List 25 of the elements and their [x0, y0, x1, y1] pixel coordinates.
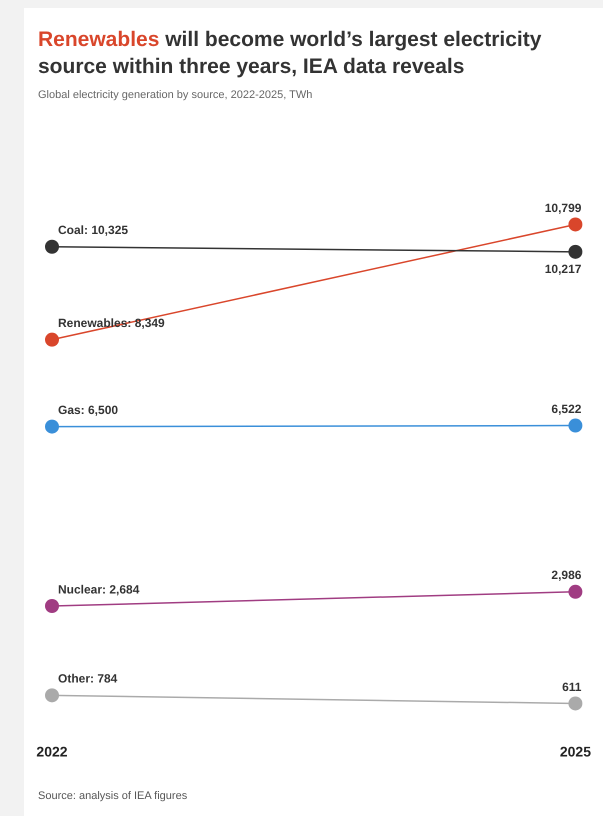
- data-label: 6,522: [551, 402, 582, 416]
- data-label: Coal: 10,325: [58, 223, 128, 238]
- x-tick-label: 2022: [36, 743, 68, 760]
- point: [568, 696, 582, 710]
- point: [45, 240, 59, 254]
- x-tick-label: 2025: [560, 743, 592, 760]
- data-label: Nuclear: 2,684: [58, 582, 140, 596]
- data-label: Other: 784: [58, 672, 118, 686]
- chart-subtitle: Global electricity generation by source, 2022-2025, TWh: [38, 88, 314, 101]
- data-label: 611: [562, 680, 582, 694]
- point: [568, 217, 582, 232]
- data-label: Renewables: 8,349: [58, 316, 166, 330]
- point: [45, 420, 59, 434]
- chart-title: Renewables will become world’s largest electricity source within three years, IEA data reveals: [38, 27, 542, 80]
- data-label: 2,986: [551, 568, 582, 582]
- point: [45, 688, 59, 702]
- point: [568, 244, 582, 259]
- source-note: Source: analysis of IEA figures: [38, 790, 188, 802]
- data-label: 10,217: [544, 262, 582, 276]
- point: [45, 599, 59, 614]
- data-label: Gas: 6,500: [58, 402, 118, 417]
- data-label: 10,799: [544, 200, 582, 215]
- point: [568, 418, 582, 433]
- point: [45, 332, 59, 347]
- point: [568, 584, 582, 599]
